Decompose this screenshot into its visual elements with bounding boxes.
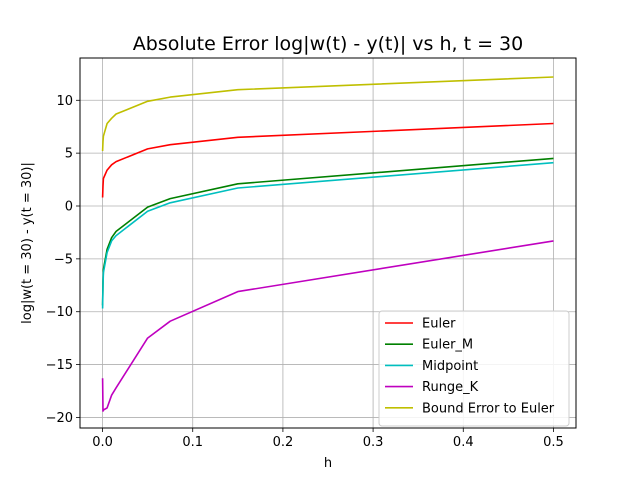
legend-label: Runge_K xyxy=(422,380,479,395)
legend-label: Euler_M xyxy=(422,338,473,353)
y-tick-label: −15 xyxy=(46,358,73,373)
y-tick-label: 0 xyxy=(65,200,73,215)
x-tick-label: 0.0 xyxy=(92,435,113,450)
series-lines xyxy=(101,76,554,412)
legend: Euler Euler_M Midpoint Runge_K Bound Error t… xyxy=(378,310,570,427)
legend-label: Bound Error to Euler xyxy=(422,401,555,416)
y-tick-label: 10 xyxy=(56,94,73,109)
series-line-bound-error-to-euler xyxy=(101,76,554,152)
legend-label: Midpoint xyxy=(422,359,478,374)
y-tick-label: 5 xyxy=(65,147,73,162)
series-line-midpoint xyxy=(101,161,554,309)
chart-title: Absolute Error log|w(t) - y(t)| vs h, t … xyxy=(133,33,523,55)
x-tick-label: 0.4 xyxy=(453,435,474,450)
x-tick-label: 0.5 xyxy=(543,435,564,450)
legend-label: Euler xyxy=(422,317,456,332)
series-line-euler xyxy=(101,122,554,198)
axis-ticks: 0.0 0.1 0.2 0.3 0.4 0.5 −20 −15 −10 −5 0 5 10 xyxy=(46,94,564,450)
y-tick-label: −5 xyxy=(54,252,73,267)
series-line-runge-k xyxy=(101,240,554,412)
x-tick-label: 0.3 xyxy=(363,435,384,450)
legend-box xyxy=(378,310,570,427)
plot-frame xyxy=(79,57,577,429)
x-tick-label: 0.1 xyxy=(182,435,203,450)
x-tick-label: 0.2 xyxy=(273,435,294,450)
y-tick-label: −10 xyxy=(46,305,73,320)
y-tick-label: −20 xyxy=(46,411,73,426)
y-axis-label: log|w(t = 30) - y(t = 30)| xyxy=(20,162,35,324)
x-axis-label: h xyxy=(324,456,332,471)
